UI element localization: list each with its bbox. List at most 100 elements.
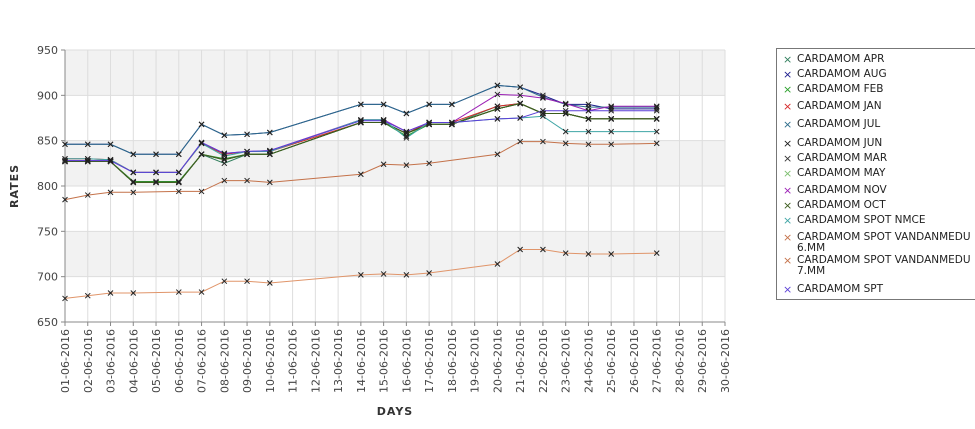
marker-stroke bbox=[107, 158, 114, 165]
series-line bbox=[64, 249, 657, 299]
data-point bbox=[198, 289, 205, 295]
data-point bbox=[221, 150, 228, 157]
data-point bbox=[562, 101, 569, 108]
marker-stroke bbox=[175, 169, 182, 176]
x-tick-label: 22-06-2016 bbox=[537, 329, 550, 393]
marker-stroke bbox=[175, 151, 182, 158]
marker-stroke bbox=[494, 261, 501, 267]
marker-stroke bbox=[585, 128, 592, 135]
data-point bbox=[62, 155, 68, 162]
data-point bbox=[426, 119, 432, 126]
data-point bbox=[175, 151, 182, 158]
y-tick-label: 800 bbox=[37, 180, 58, 193]
data-point bbox=[244, 131, 250, 138]
x-tick-label: 30-06-2016 bbox=[719, 329, 732, 393]
y-tick-label: 750 bbox=[37, 225, 58, 238]
data-point bbox=[198, 151, 205, 158]
marker-stroke bbox=[517, 100, 524, 107]
data-point bbox=[449, 101, 455, 108]
marker-stroke bbox=[130, 178, 137, 185]
legend-marker-icon: × bbox=[783, 214, 793, 227]
data-point bbox=[198, 188, 205, 195]
data-point bbox=[449, 119, 455, 126]
data-point bbox=[585, 128, 592, 135]
data-point bbox=[266, 179, 273, 186]
data-point bbox=[266, 148, 273, 155]
legend-label: CARDAMOM MAY bbox=[797, 167, 886, 179]
y-tick-label: 900 bbox=[37, 89, 58, 102]
legend-marker-icon: × bbox=[783, 283, 793, 296]
x-tick-label: 03-06-2016 bbox=[105, 329, 118, 393]
data-point bbox=[517, 138, 524, 145]
marker-stroke bbox=[62, 155, 68, 162]
marker-stroke bbox=[107, 189, 114, 196]
plot-band bbox=[65, 95, 725, 141]
marker-stroke bbox=[358, 117, 364, 124]
series-line bbox=[65, 110, 657, 173]
data-point bbox=[653, 103, 660, 110]
data-point bbox=[517, 115, 524, 121]
legend-label: CARDAMOM APR bbox=[797, 53, 885, 65]
legend-marker-icon: × bbox=[783, 199, 793, 212]
data-point bbox=[380, 117, 387, 124]
x-tick-label: 10-06-2016 bbox=[264, 329, 277, 393]
marker-stroke bbox=[244, 131, 250, 138]
data-point bbox=[403, 135, 410, 141]
data-point bbox=[153, 178, 159, 185]
marker-stroke bbox=[130, 189, 137, 196]
legend-label: CARDAMOM SPOT VANDANMEDU 6.MM bbox=[797, 231, 971, 254]
legend-label: CARDAMOM JUN bbox=[797, 137, 883, 149]
x-tick-label: 07-06-2016 bbox=[196, 329, 209, 393]
data-point bbox=[380, 161, 387, 168]
data-point bbox=[653, 107, 660, 114]
marker-stroke bbox=[653, 140, 660, 147]
x-tick-label: 11-06-2016 bbox=[287, 329, 300, 393]
marker-stroke bbox=[380, 161, 387, 168]
marker-stroke bbox=[608, 103, 615, 110]
marker-stroke bbox=[403, 110, 410, 117]
marker-stroke bbox=[84, 192, 91, 198]
series-line bbox=[65, 102, 657, 183]
marker-stroke bbox=[107, 157, 114, 164]
x-tick-label: 17-06-2016 bbox=[423, 329, 436, 393]
marker-stroke bbox=[608, 107, 615, 114]
marker-stroke bbox=[221, 132, 228, 139]
data-point bbox=[517, 92, 524, 99]
marker-stroke bbox=[380, 271, 387, 277]
data-point bbox=[107, 290, 114, 296]
data-point bbox=[426, 101, 432, 108]
legend-marker-icon: × bbox=[783, 184, 793, 197]
plot-band bbox=[65, 186, 725, 232]
x-tick-label: 09-06-2016 bbox=[241, 329, 254, 393]
legend-label: CARDAMOM JUL bbox=[797, 118, 881, 130]
marker-stroke bbox=[426, 160, 432, 167]
marker-stroke bbox=[653, 116, 660, 122]
data-point bbox=[244, 177, 250, 184]
data-point bbox=[62, 295, 68, 302]
legend-item: × CARDAMOM FEB bbox=[783, 84, 884, 96]
data-point bbox=[198, 140, 205, 147]
x-tick-label: 19-06-2016 bbox=[469, 329, 482, 393]
data-point bbox=[449, 121, 455, 128]
data-point bbox=[84, 155, 91, 162]
data-point bbox=[62, 157, 68, 164]
marker-stroke bbox=[358, 101, 364, 108]
marker-stroke bbox=[449, 121, 455, 128]
marker-stroke bbox=[266, 148, 273, 155]
marker-stroke bbox=[380, 116, 387, 123]
data-point bbox=[517, 84, 524, 91]
x-tick-label: 26-06-2016 bbox=[628, 329, 641, 393]
marker-stroke bbox=[517, 138, 524, 145]
marker-stroke bbox=[517, 246, 524, 253]
marker-stroke bbox=[517, 115, 524, 121]
data-point bbox=[358, 116, 364, 123]
data-point bbox=[494, 151, 501, 158]
x-tick-label: 05-06-2016 bbox=[150, 329, 163, 393]
marker-stroke bbox=[449, 101, 455, 108]
marker-stroke bbox=[84, 157, 91, 164]
data-point bbox=[175, 169, 182, 176]
marker-stroke bbox=[266, 129, 273, 136]
marker-stroke bbox=[426, 121, 432, 128]
data-point bbox=[244, 278, 250, 285]
